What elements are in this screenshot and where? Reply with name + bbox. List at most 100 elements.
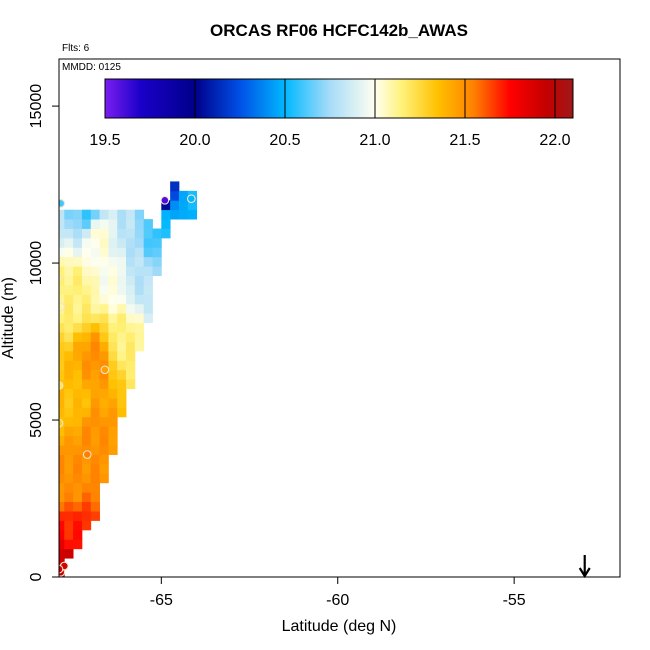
heatmap-cell xyxy=(108,275,118,286)
heatmap-cell xyxy=(117,407,127,418)
heatmap-cell xyxy=(81,209,92,220)
heatmap-cell xyxy=(73,350,83,361)
heatmap-cell xyxy=(99,228,109,239)
heatmap-cell xyxy=(90,237,100,248)
heatmap-cell xyxy=(81,266,92,277)
heatmap-cell xyxy=(73,360,83,371)
heatmap-cell xyxy=(99,275,109,286)
heatmap-cell xyxy=(99,435,109,446)
heatmap-cell xyxy=(81,294,92,305)
heatmap-cell xyxy=(170,181,180,192)
heatmap-cell xyxy=(59,398,65,408)
heatmap-cell xyxy=(59,285,65,295)
heatmap-cell xyxy=(73,256,83,267)
heatmap-cell xyxy=(143,247,153,258)
heatmap-cell xyxy=(64,285,74,295)
heatmap-cell xyxy=(81,426,92,437)
heatmap-cell xyxy=(59,501,65,512)
heatmap-cell xyxy=(178,190,189,201)
heatmap-cell xyxy=(143,303,153,314)
heatmap-cell xyxy=(73,313,83,324)
heatmap-cell xyxy=(59,407,65,418)
heatmap-cell xyxy=(143,219,153,229)
heatmap-cell xyxy=(117,275,127,286)
heatmap-cell xyxy=(126,209,136,220)
heatmap-cell xyxy=(134,341,145,352)
heatmap-cell xyxy=(64,313,74,324)
heatmap-cell xyxy=(152,228,162,239)
heatmap-cell xyxy=(73,539,83,550)
heatmap-cell xyxy=(99,341,109,352)
heatmap-cell xyxy=(152,266,162,277)
heatmap-cell xyxy=(90,209,100,220)
heatmap-cell xyxy=(126,360,136,371)
sample-point xyxy=(160,195,170,205)
heatmap-cell xyxy=(81,369,92,380)
colorbar-tick-label: 20.5 xyxy=(269,132,300,149)
heatmap-cell xyxy=(99,237,109,248)
heatmap-cell xyxy=(81,332,92,342)
heatmap-cell xyxy=(73,219,83,229)
heatmap-cell xyxy=(59,332,65,342)
heatmap-cell xyxy=(90,332,100,342)
heatmap-cell xyxy=(73,294,83,305)
heatmap-cell xyxy=(73,247,83,258)
heatmap-cell xyxy=(143,237,153,248)
heatmap-cell xyxy=(126,294,136,305)
heatmap-cell xyxy=(126,379,136,390)
y-tick-label: 5000 xyxy=(28,402,45,438)
heatmap-cell xyxy=(73,492,83,503)
heatmap-cell xyxy=(152,256,162,267)
heatmap-cell xyxy=(126,332,136,342)
heatmap-cell xyxy=(117,303,127,314)
heatmap-cell xyxy=(99,388,109,399)
heatmap-cell xyxy=(143,266,153,277)
heatmap-cell xyxy=(73,228,83,239)
heatmap-cell xyxy=(126,350,136,361)
heatmap-cell xyxy=(108,294,118,305)
heatmap-cell xyxy=(64,454,74,465)
heatmap-cell xyxy=(161,219,171,229)
heatmap-cell xyxy=(108,360,118,371)
heatmap-cell xyxy=(170,209,180,220)
heatmap-cell xyxy=(90,398,100,408)
heatmap-cell xyxy=(59,294,65,305)
heatmap-cell xyxy=(99,219,109,229)
heatmap-cell xyxy=(99,332,109,342)
heatmap-cell xyxy=(117,209,127,220)
heatmap-cell xyxy=(90,379,100,390)
heatmap-cell xyxy=(64,388,74,399)
heatmap-cell xyxy=(90,473,100,484)
heatmap-cell xyxy=(108,266,118,277)
colorbar-tick-label: 22.0 xyxy=(539,132,570,149)
sample-point xyxy=(59,274,62,283)
sample-point xyxy=(186,194,196,204)
heatmap-cell xyxy=(117,266,127,277)
heatmap-cell xyxy=(143,313,153,324)
heatmap-cell xyxy=(90,294,100,305)
colorbar-gradient xyxy=(104,78,574,119)
heatmap-cell xyxy=(59,435,65,446)
heatmap-cell xyxy=(73,520,83,531)
heatmap-cell xyxy=(81,463,92,474)
x-axis: -65 -60 -55 xyxy=(150,577,526,609)
heatmap-cell xyxy=(117,341,127,352)
heatmap-cell xyxy=(126,303,136,314)
heatmap-cell xyxy=(108,407,118,418)
heatmap-cell xyxy=(90,416,100,427)
heatmap-cell xyxy=(90,407,100,418)
heatmap-cell xyxy=(64,341,74,352)
heatmap-cell xyxy=(90,228,100,239)
heatmap-cell xyxy=(161,209,171,220)
heatmap-cell xyxy=(117,285,127,295)
heatmap-cell xyxy=(64,247,74,258)
heatmap-cell xyxy=(99,303,109,314)
heatmap-cell xyxy=(126,247,136,258)
x-tick-label: -65 xyxy=(150,592,173,609)
heatmap-cell xyxy=(59,209,65,220)
heatmap-cell xyxy=(64,548,74,559)
heatmap-cell xyxy=(59,360,65,371)
heatmap-cell xyxy=(81,482,92,493)
heatmap-cell xyxy=(64,350,74,361)
heatmap-cell xyxy=(90,341,100,352)
